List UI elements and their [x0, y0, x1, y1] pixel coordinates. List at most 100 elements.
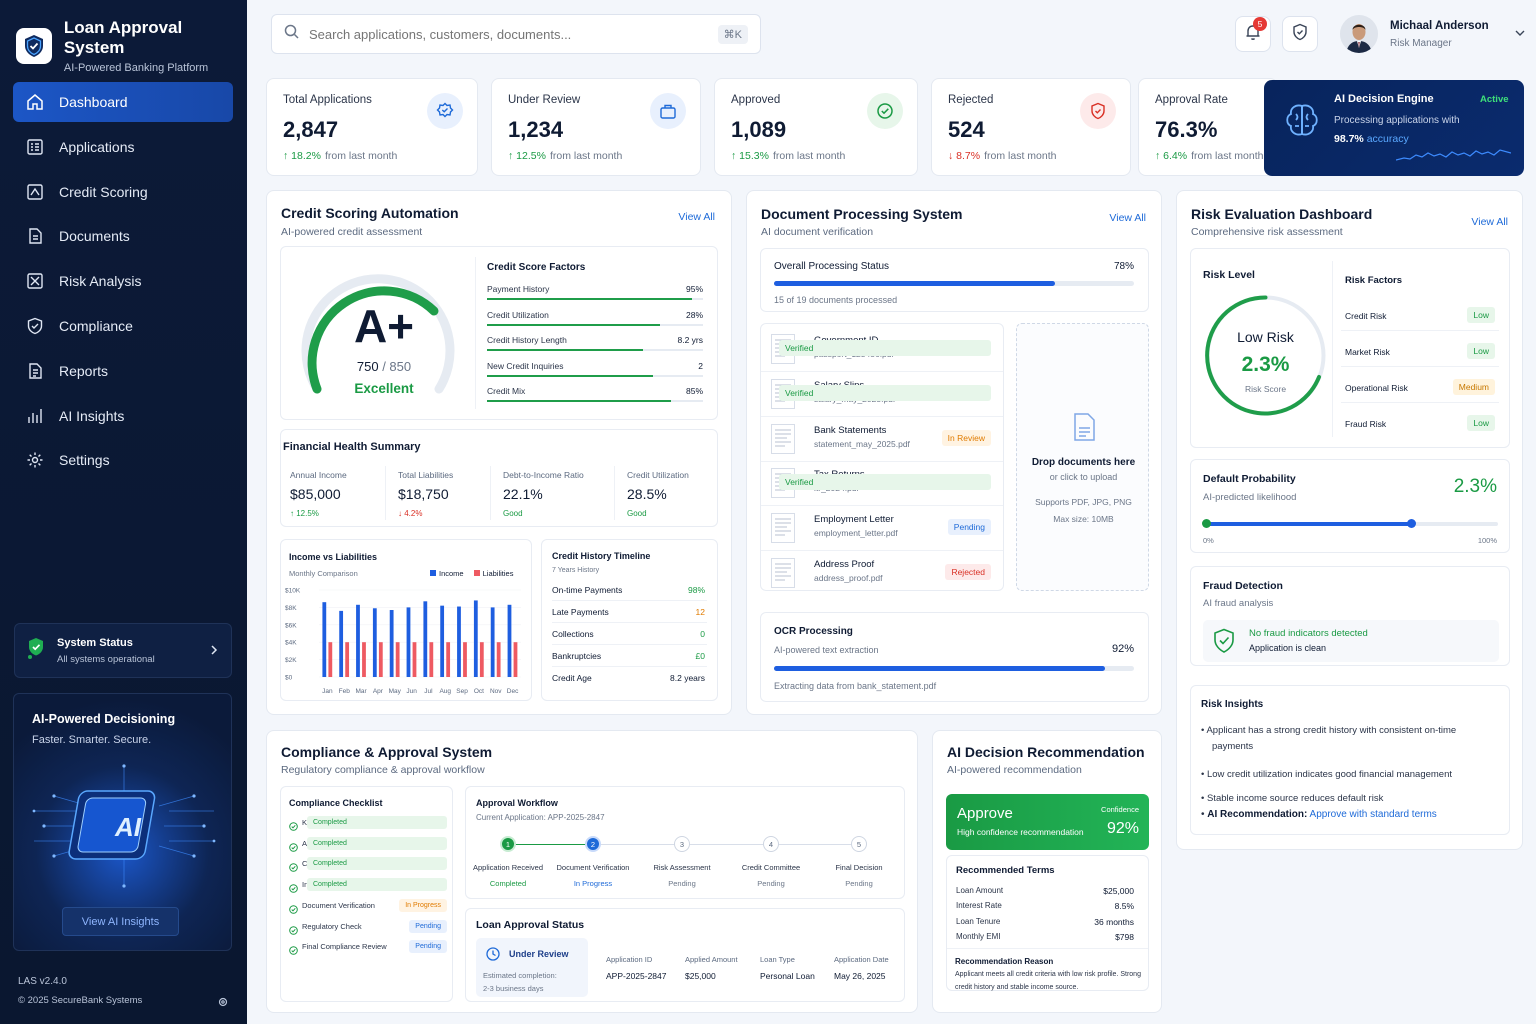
- gear-icon: [25, 450, 45, 470]
- stat-change: 18.2%: [291, 150, 321, 162]
- x-tick-label: Apr: [373, 688, 384, 695]
- factor-bar: [487, 400, 671, 403]
- chart-title: Income vs Liabilities: [289, 552, 378, 562]
- document-row[interactable]: Salary Slipssalary_may_2025.pdfVerified: [761, 372, 1003, 416]
- badge-check-icon: [427, 93, 463, 129]
- stat-card-under-review[interactable]: Under Review 1,234 ↑ 12.5% from last mont…: [491, 78, 701, 176]
- checklist-item[interactable]: Credit Bureau CheckCompleted: [289, 857, 447, 874]
- loan-field-value: Personal Loan: [760, 971, 815, 981]
- upload-dropzone[interactable]: Drop documents here or click to upload S…: [1016, 323, 1149, 591]
- row-divider: [761, 550, 1003, 552]
- sidebar-item-risk-analysis[interactable]: Risk Analysis: [13, 261, 233, 301]
- sidebar-item-applications[interactable]: Applications: [13, 127, 233, 167]
- fraud-result: No fraud indicators detected Application…: [1203, 620, 1499, 662]
- credit-rating: Excellent: [354, 381, 414, 396]
- factor-bar: [487, 374, 654, 377]
- stat-card-total[interactable]: Total Applications 2,847 ↑ 18.2% from las…: [266, 78, 478, 176]
- workflow-step-1[interactable]: 1: [500, 836, 516, 852]
- x-tick-label: Dec: [507, 688, 519, 695]
- ai-decisioning-card: AI-Powered Decisioning Faster. Smarter. …: [13, 693, 232, 951]
- credit-score-panel: A+ 750 / 850 Excellent Credit Score Fact…: [280, 246, 718, 420]
- default-slider-range: [1205, 522, 1411, 526]
- confidence-label: Confidence: [1101, 805, 1139, 814]
- security-button[interactable]: [1282, 16, 1318, 52]
- overall-label: Overall Processing Status: [774, 261, 890, 272]
- document-row[interactable]: Government IDpassport_123456.pdfVerified: [761, 327, 1003, 371]
- ai-decision-engine-card[interactable]: AI Decision Engine Active Processing app…: [1264, 80, 1524, 176]
- search-icon: [284, 24, 299, 44]
- checklist-item[interactable]: Regulatory Check Pending: [289, 919, 447, 937]
- sidebar-item-dashboard[interactable]: Dashboard: [13, 82, 233, 122]
- system-status-card[interactable]: System Status All systems operational: [14, 623, 232, 678]
- factor-bar: [487, 298, 693, 300]
- search-bar[interactable]: ⌘K: [271, 14, 761, 54]
- notifications-button[interactable]: 5: [1235, 16, 1271, 52]
- credit-grade: A+: [353, 300, 415, 352]
- term-value: 8.5%: [1114, 901, 1134, 912]
- credit-scoring-card: Credit Scoring Automation AI-powered cre…: [266, 190, 732, 715]
- default-slider-track: [1202, 519, 1498, 528]
- workflow-step-3[interactable]: 3: [674, 836, 690, 852]
- search-input[interactable]: [309, 26, 708, 42]
- risk-score: 2.3%: [1241, 353, 1290, 376]
- check-circle-icon: [289, 942, 298, 960]
- document-row[interactable]: Bank Statements statement_may_2025.pdf In …: [761, 417, 1003, 461]
- checklist-item[interactable]: Income VerificationCompleted: [289, 878, 447, 895]
- copyright: © 2025 SecureBank Systems: [18, 995, 143, 1006]
- workflow-step-4[interactable]: 4: [763, 836, 779, 852]
- approve-verdict[interactable]: Approve High confidence recommendation C…: [946, 794, 1149, 850]
- sidebar-item-compliance[interactable]: Compliance: [13, 306, 233, 346]
- loan-approval-status: Loan Approval Status Under Review Estima…: [465, 908, 905, 1002]
- view-all-link[interactable]: View All: [1471, 216, 1508, 228]
- term-value: 36 months: [1094, 916, 1134, 927]
- timeline-title: Credit History Timeline: [552, 551, 651, 561]
- default-slider-max-handle[interactable]: [1407, 519, 1416, 528]
- refresh-icon[interactable]: [218, 994, 228, 1012]
- timeline-label: Credit Age: [552, 673, 592, 683]
- document-row[interactable]: Employment Letter employment_letter.pdf Pe…: [761, 506, 1003, 550]
- stat-card-rejected[interactable]: Rejected 524 ↓ 8.7% from last month: [931, 78, 1131, 176]
- sidebar-item-settings[interactable]: Settings: [13, 440, 233, 480]
- document-status-badge: Verified: [779, 384, 991, 401]
- checklist-item[interactable]: Final Compliance Review Pending: [289, 940, 447, 960]
- workflow-step-label: Final Decision: [835, 863, 883, 872]
- bullet: •: [1201, 725, 1207, 736]
- risk-factors-title: Risk Factors: [1345, 275, 1403, 286]
- stat-suffix: from last month: [549, 150, 623, 162]
- arrow-down-icon: ↓: [948, 150, 957, 162]
- compliance-checklist: Compliance Checklist KYC VerificationCom…: [280, 786, 453, 1002]
- eta-label: Estimated completion:: [483, 971, 557, 980]
- view-all-link[interactable]: View All: [678, 211, 715, 223]
- document-thumbnail-icon: [771, 558, 795, 593]
- document-status-badge: Verified: [779, 340, 991, 356]
- stat-value: 1,234: [508, 117, 564, 142]
- x-tick-label: Oct: [474, 688, 484, 695]
- checklist-item[interactable]: Document Verification In Progress: [289, 898, 447, 916]
- stat-card-approved[interactable]: Approved 1,089 ↑ 15.3% from last month: [714, 78, 918, 176]
- sidebar-item-documents[interactable]: Documents: [13, 216, 233, 256]
- insights-title: Risk Insights: [1201, 699, 1264, 710]
- view-ai-insights-button[interactable]: View AI Insights: [62, 907, 179, 936]
- workflow-step-2[interactable]: 2: [585, 836, 601, 852]
- default-slider-min-handle[interactable]: [1202, 519, 1211, 528]
- user-role: Risk Manager: [1390, 37, 1452, 49]
- timeline-value: 0: [700, 629, 705, 639]
- loan-field-value: APP-2025-2847: [606, 971, 667, 981]
- view-all-link[interactable]: View All: [1109, 212, 1146, 224]
- workflow-step-status: Pending: [668, 879, 696, 888]
- stat-card-approval-rate[interactable]: Approval Rate 76.3% ↑ 6.4% from last mont…: [1138, 78, 1278, 176]
- section-title: Risk Evaluation Dashboard: [1191, 206, 1373, 222]
- sidebar-item-reports[interactable]: Reports: [13, 351, 233, 391]
- checklist-item[interactable]: KYC VerificationCompleted: [289, 816, 447, 833]
- user-menu[interactable]: Michaal Anderson Risk Manager: [1340, 15, 1525, 53]
- brand[interactable]: Loan Approval System AI-Powered Banking …: [16, 18, 247, 74]
- document-row[interactable]: Tax Returnsitr_2024.pdfVerified: [761, 461, 1003, 505]
- document-row[interactable]: Address Proof address_proof.pdf Rejected: [761, 551, 1003, 595]
- y-tick-label: $6K: [285, 622, 297, 629]
- workflow-step-5[interactable]: 5: [851, 836, 867, 852]
- sidebar-item-ai-insights[interactable]: AI Insights: [13, 396, 233, 436]
- sidebar-item-credit-scoring[interactable]: Credit Scoring: [13, 172, 233, 212]
- bar-liabilities: [328, 642, 333, 677]
- timeline-value: £0: [695, 651, 705, 661]
- checklist-item[interactable]: AML ScreeningCompleted: [289, 836, 447, 854]
